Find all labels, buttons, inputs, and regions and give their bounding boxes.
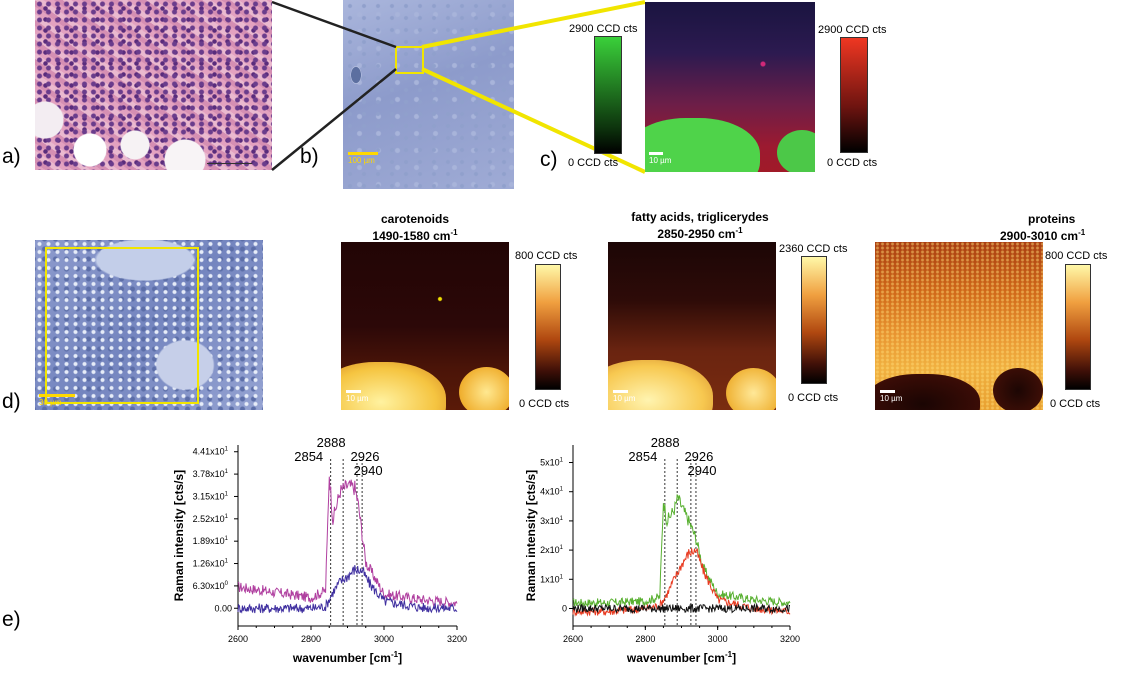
colorbar-fatty-max: 2360 CCD cts <box>779 243 848 255</box>
x-axis-label: wavenumber [cm-1] <box>292 650 402 665</box>
colorbar-red <box>840 37 868 153</box>
y-tick-label: 4.41x101 <box>193 447 229 457</box>
spectrum-chart-right: 2600 2800 3000 3200 0 1x101 2x101 3x101 4x101 5x1… <box>524 435 800 665</box>
colorbar-green-max: 2900 CCD cts <box>569 23 638 35</box>
y-tick-label: 6.30x100 <box>193 581 229 591</box>
map-title-fatty: fatty acids, triglicerydes 2850-2950 cm-… <box>631 210 769 241</box>
y-tick-label: 4x101 <box>540 487 564 497</box>
scalebar-d-optical-label: 30 µm <box>39 398 62 407</box>
fatty-acids-map: 10 µm <box>608 242 776 410</box>
colorbar-proteins-min: 0 CCD cts <box>1050 398 1101 410</box>
panel-label-e: e) <box>2 608 21 631</box>
green-lipid-region-left <box>645 118 760 172</box>
panel-label-d: d) <box>2 390 21 413</box>
scalebar-c-label: 10 µm <box>649 156 672 165</box>
spectrum-chart-left: 2600 2800 3000 3200 0.00 6.30x100 1.26x101 1.89… <box>172 435 467 665</box>
green-lipid-region-right <box>777 130 815 172</box>
map-title-carotenoids: carotenoids 1490-1580 cm-1 <box>372 212 458 243</box>
y-tick-label: 3.78x101 <box>193 469 229 479</box>
y-tick-label: 2x101 <box>540 545 564 555</box>
colorbar-proteins <box>1065 264 1091 390</box>
spectrum-series-line <box>572 602 790 615</box>
carotenoids-bright-right <box>459 367 509 410</box>
zoom-connectors <box>271 0 646 174</box>
x-tick-label: 3200 <box>447 634 467 644</box>
spectrum-series-line <box>237 476 458 609</box>
x-tick-label: 2600 <box>563 634 583 644</box>
panel-label-c: c) <box>540 148 558 171</box>
x-tick-label: 3000 <box>374 634 394 644</box>
peak-label: 2854 <box>294 449 323 464</box>
peak-label: 2854 <box>628 449 657 464</box>
peak-label: 2926 <box>351 449 380 464</box>
y-axis-label: Raman intensity [cts/s] <box>524 470 538 601</box>
y-axis-label: Raman intensity [cts/s] <box>172 470 186 601</box>
panel-label-b: b) <box>300 145 319 168</box>
y-tick-label: 3.15x101 <box>193 491 229 501</box>
y-tick-label: 0 <box>562 603 567 613</box>
peak-label: 2888 <box>317 435 346 450</box>
x-tick-label: 3000 <box>708 634 728 644</box>
y-tick-label: 2.52x101 <box>193 514 229 524</box>
colorbar-green <box>594 36 622 154</box>
scalebar-d1-label: 10 µm <box>346 394 369 403</box>
x-axis-label: wavenumber [cm-1] <box>626 650 736 665</box>
peak-label: 2940 <box>354 463 383 478</box>
colorbar-proteins-max: 800 CCD cts <box>1045 250 1108 262</box>
colorbar-carotenoids-max: 800 CCD cts <box>515 250 578 262</box>
colorbar-fatty-min: 0 CCD cts <box>788 392 839 404</box>
colorbar-red-min: 0 CCD cts <box>827 157 878 169</box>
panel-label-a: a) <box>2 145 21 168</box>
x-tick-label: 2600 <box>228 634 248 644</box>
peak-label: 2888 <box>651 435 680 450</box>
optical-image: 100 µm <box>343 0 514 189</box>
selection-box-b <box>395 46 424 74</box>
colorbar-carotenoids-min: 0 CCD cts <box>519 398 570 410</box>
colorbar-fatty <box>801 256 827 384</box>
x-tick-label: 2800 <box>635 634 655 644</box>
x-tick-label: 2800 <box>301 634 321 644</box>
scalebar-d2-label: 10 µm <box>613 394 636 403</box>
colorbar-carotenoids <box>535 264 561 390</box>
y-tick-label: 5x101 <box>540 458 564 468</box>
peak-label: 2926 <box>684 449 713 464</box>
map-title-proteins: proteins 2900-3010 cm-1 <box>1000 212 1086 243</box>
carotenoids-map: 10 µm <box>341 242 509 410</box>
scalebar-d3-label: 10 µm <box>880 394 903 403</box>
y-tick-label: 0.00 <box>214 603 232 613</box>
y-tick-label: 3x101 <box>540 516 564 526</box>
spectrum-series-line <box>237 565 458 614</box>
y-tick-label: 1x101 <box>540 574 564 584</box>
histology-image <box>35 0 272 170</box>
colorbar-red-max: 2900 CCD cts <box>818 24 887 36</box>
raman-overlay-map: 10 µm <box>645 2 815 172</box>
proteins-dark-right <box>993 368 1043 410</box>
peak-label: 2940 <box>688 463 717 478</box>
spectrum-series-line <box>572 493 791 608</box>
proteins-map: 10 µm <box>875 242 1043 410</box>
scalebar-b-label: 100 µm <box>348 156 375 165</box>
optical-image-d: 30 µm <box>35 240 263 410</box>
y-tick-label: 1.26x101 <box>193 559 229 569</box>
y-tick-label: 1.89x101 <box>193 536 229 546</box>
x-tick-label: 3200 <box>780 634 800 644</box>
fatty-bright-right <box>726 368 776 410</box>
selection-box-d <box>45 247 199 404</box>
colorbar-green-min: 0 CCD cts <box>568 157 619 169</box>
